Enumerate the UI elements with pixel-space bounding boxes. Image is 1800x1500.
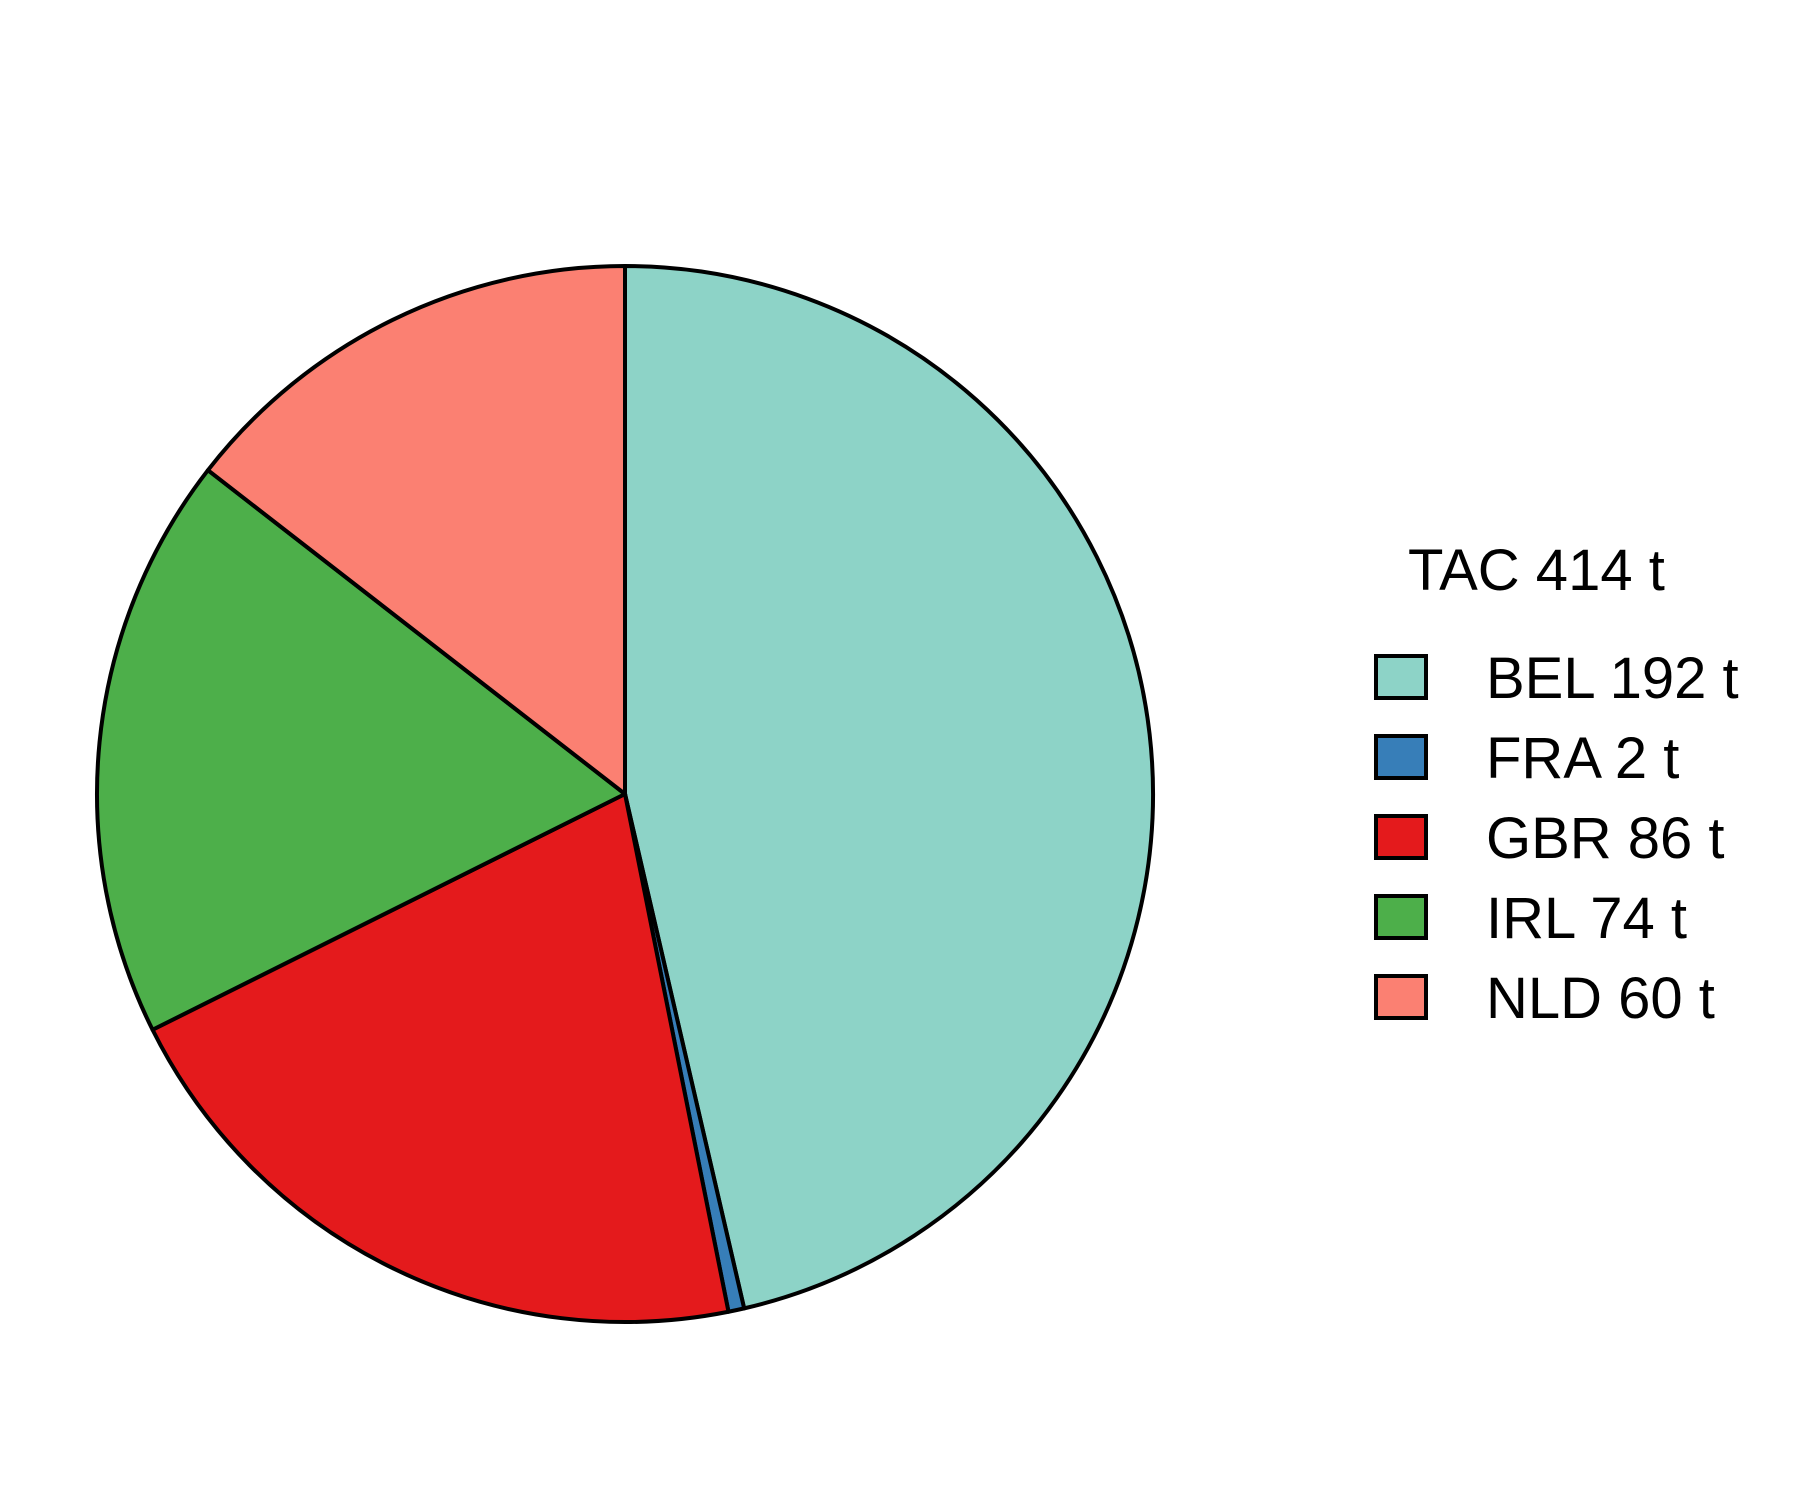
legend-swatch-irl: [1374, 894, 1428, 940]
legend-label-fra: FRA 2 t: [1486, 726, 1679, 791]
legend-title: TAC 414 t: [1408, 538, 1665, 603]
legend-label-bel: BEL 192 t: [1486, 646, 1739, 711]
legend-swatch-gbr: [1374, 814, 1428, 860]
legend-label-gbr: GBR 86 t: [1486, 806, 1725, 871]
pie-slice-irl: [95, 468, 627, 1032]
legend: TAC 414 t BEL 192 t FRA 2 t GBR 86 t IRL 74…: [1374, 538, 1739, 1031]
pie-slice-gbr: [150, 792, 731, 1324]
legend-swatch-bel: [1374, 654, 1428, 700]
pie-slice-nld: [205, 264, 627, 796]
legend-swatch-fra: [1374, 734, 1428, 780]
pie-slice-bel: [623, 264, 1155, 1311]
pie-slices: [95, 264, 1155, 1324]
legend-label-irl: IRL 74 t: [1486, 886, 1687, 951]
legend-label-nld: NLD 60 t: [1486, 966, 1715, 1031]
legend-swatch-nld: [1374, 974, 1428, 1020]
